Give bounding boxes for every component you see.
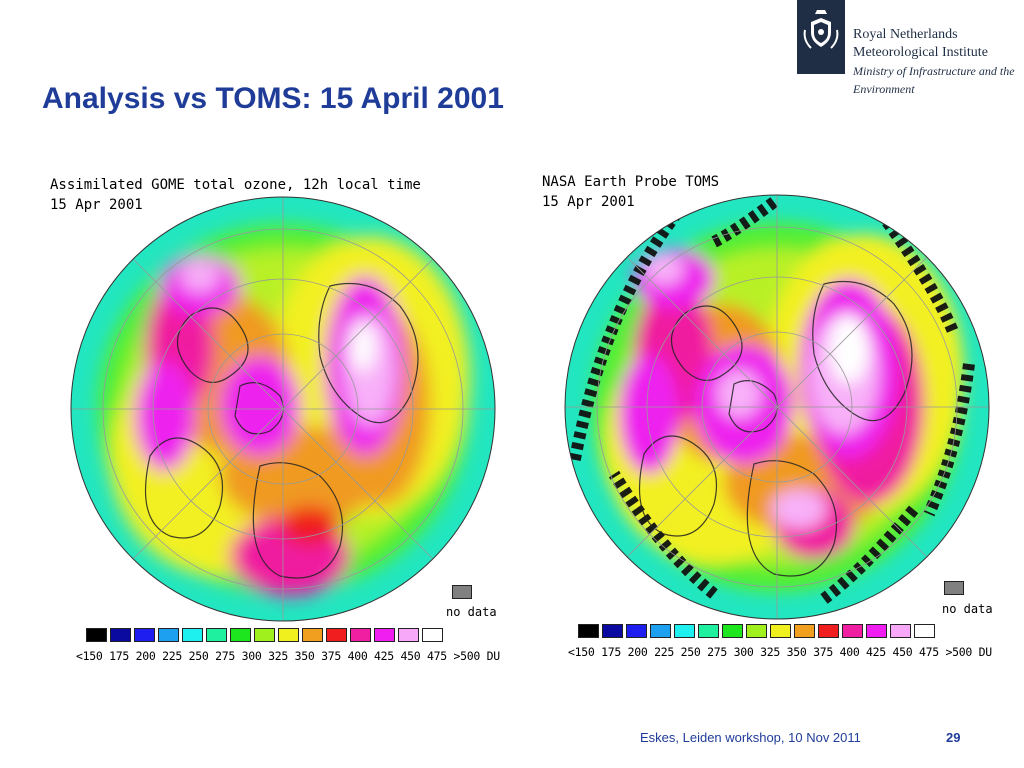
page-number: 29 [946, 730, 961, 745]
color-swatch-8 [770, 624, 791, 638]
right-color-scale [578, 624, 935, 638]
color-swatch-3 [158, 628, 179, 642]
color-swatch-9 [302, 628, 323, 642]
color-swatch-11 [842, 624, 863, 638]
right-no-data-label: no data [942, 602, 993, 616]
left-map-title: Assimilated GOME total ozone, 12h local … [50, 177, 421, 193]
right-no-data-swatch [944, 581, 964, 595]
color-swatch-1 [602, 624, 623, 638]
knmi-logo: Royal Netherlands Meteorological Institu… [797, 0, 1024, 96]
footer-citation: Eskes, Leiden workshop, 10 Nov 2011 [640, 730, 861, 745]
logo-line-2: Meteorological Institute [853, 45, 988, 60]
color-swatch-6 [722, 624, 743, 638]
color-swatch-2 [134, 628, 155, 642]
left-no-data-label: no data [446, 605, 497, 619]
color-swatch-14 [422, 628, 443, 642]
color-swatch-11 [350, 628, 371, 642]
left-color-scale [86, 628, 443, 642]
color-swatch-14 [914, 624, 935, 638]
color-swatch-0 [578, 624, 599, 638]
color-swatch-10 [326, 628, 347, 642]
color-swatch-7 [254, 628, 275, 642]
color-swatch-7 [746, 624, 767, 638]
color-swatch-2 [626, 624, 647, 638]
right-map-date: 15 Apr 2001 [542, 194, 635, 210]
color-swatch-1 [110, 628, 131, 642]
color-swatch-12 [374, 628, 395, 642]
slide-title: Analysis vs TOMS: 15 April 2001 [42, 82, 504, 115]
color-swatch-5 [206, 628, 227, 642]
logo-line-3: Ministry of Infrastructure and the [853, 64, 1015, 78]
color-swatch-13 [890, 624, 911, 638]
left-map-date: 15 Apr 2001 [50, 197, 143, 213]
logo-line-4: Environment [853, 82, 915, 96]
left-scale-labels: <150 175 200 225 250 275 300 325 350 375… [76, 649, 500, 663]
left-no-data-swatch [452, 585, 472, 599]
color-swatch-6 [230, 628, 251, 642]
color-swatch-9 [794, 624, 815, 638]
logo-line-1: Royal Netherlands [853, 27, 958, 42]
color-swatch-3 [650, 624, 671, 638]
color-swatch-5 [698, 624, 719, 638]
right-map-title: NASA Earth Probe TOMS [542, 174, 720, 190]
color-swatch-4 [674, 624, 695, 638]
left-ozone-map [70, 196, 496, 622]
color-swatch-13 [398, 628, 419, 642]
color-swatch-12 [866, 624, 887, 638]
color-swatch-8 [278, 628, 299, 642]
right-scale-labels: <150 175 200 225 250 275 300 325 350 375… [568, 645, 992, 659]
crest-icon [797, 0, 845, 74]
right-ozone-map [564, 194, 990, 620]
color-swatch-0 [86, 628, 107, 642]
color-swatch-10 [818, 624, 839, 638]
color-swatch-4 [182, 628, 203, 642]
